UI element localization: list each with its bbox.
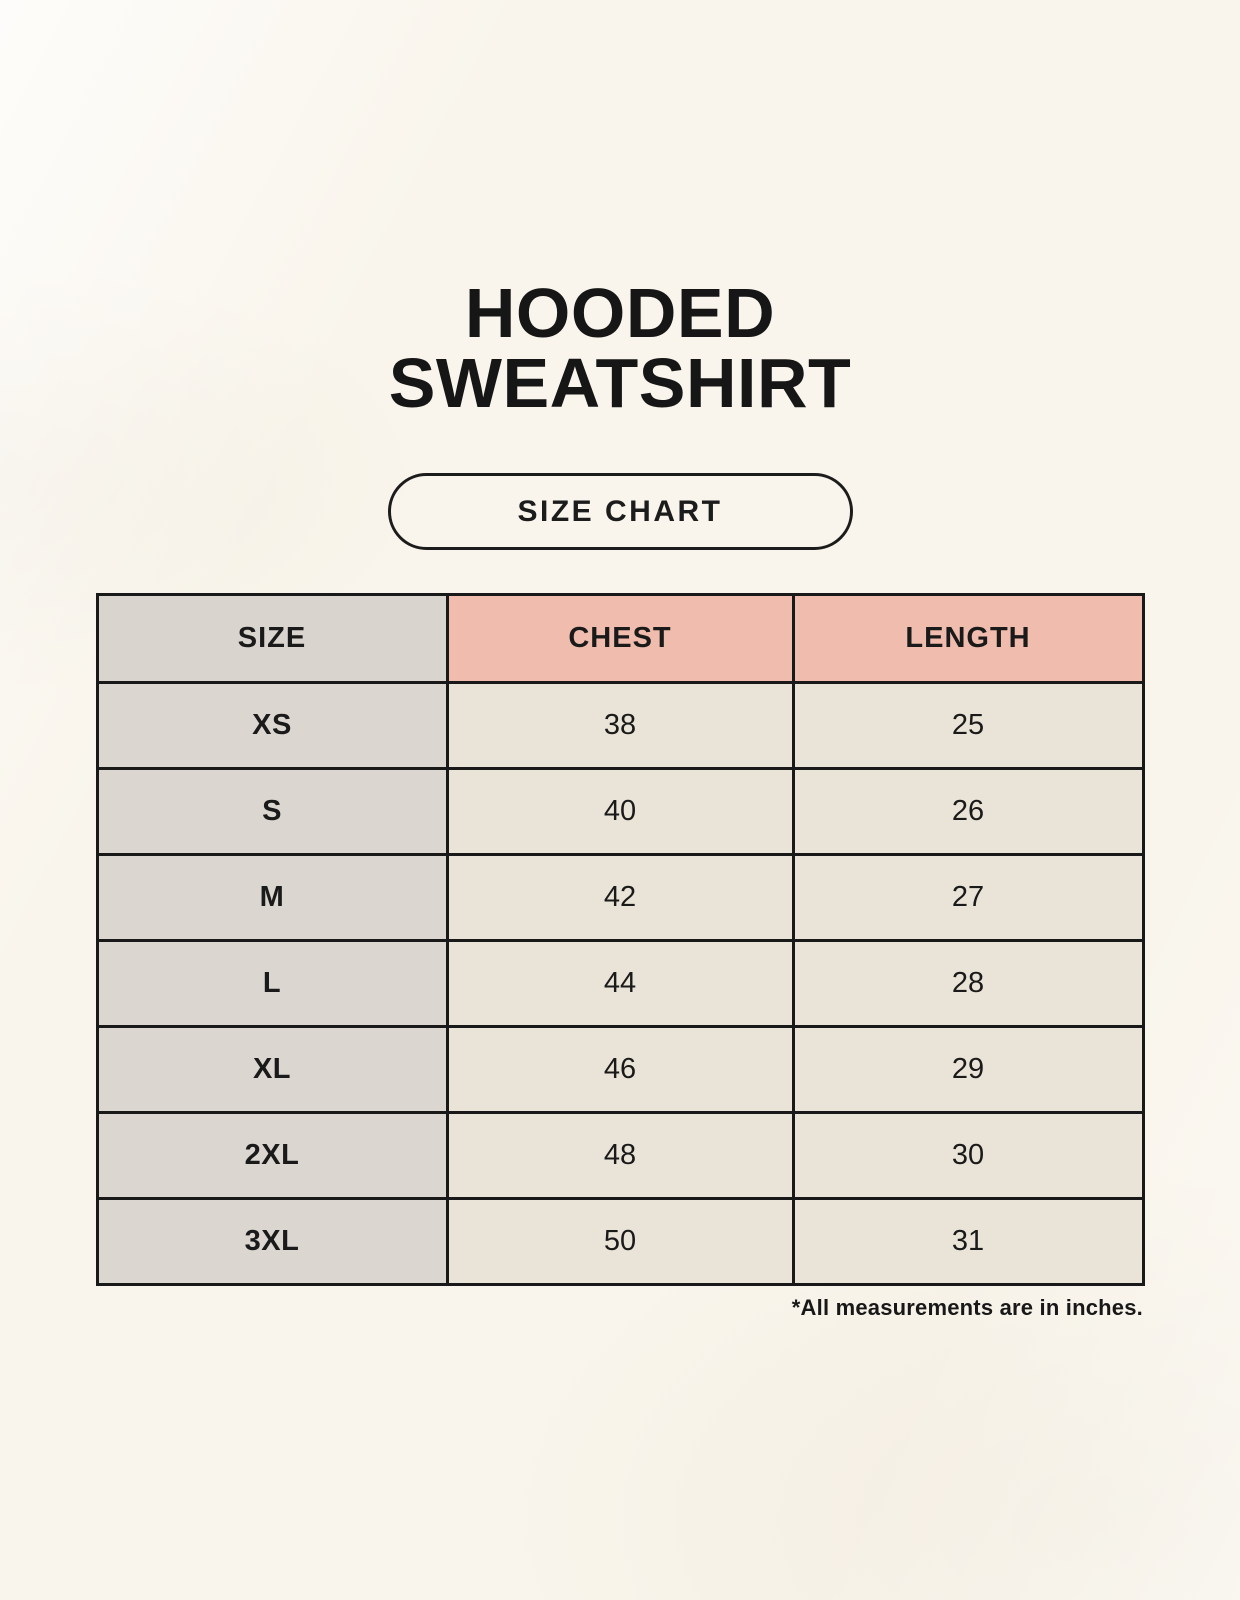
chest-value: 50 bbox=[445, 1197, 795, 1286]
size-label: L bbox=[95, 939, 449, 1028]
chest-value: 38 bbox=[445, 681, 795, 770]
table-row-xl: XL 46 29 bbox=[95, 1025, 1145, 1114]
size-label: 3XL bbox=[95, 1197, 449, 1286]
size-chart-button-label: SIZE CHART bbox=[517, 494, 723, 528]
table-row-2xl: 2XL 48 30 bbox=[95, 1111, 1145, 1200]
length-value: 30 bbox=[791, 1111, 1145, 1200]
length-value: 27 bbox=[791, 853, 1145, 942]
chest-value: 44 bbox=[445, 939, 795, 1028]
size-chart-page: HOODED SWEATSHIRT SIZE CHART SIZE CHEST … bbox=[0, 278, 1240, 1321]
length-value: 29 bbox=[791, 1025, 1145, 1114]
table-row-xs: XS 38 25 bbox=[95, 681, 1145, 770]
size-label: M bbox=[95, 853, 449, 942]
column-header-length: LENGTH bbox=[791, 593, 1145, 684]
page-title-line-1: HOODED bbox=[464, 274, 776, 352]
column-header-size: SIZE bbox=[95, 593, 449, 684]
length-value: 26 bbox=[791, 767, 1145, 856]
size-label: 2XL bbox=[95, 1111, 449, 1200]
size-label: XS bbox=[95, 681, 449, 770]
table-row-s: S 40 26 bbox=[95, 767, 1145, 856]
column-header-chest: CHEST bbox=[445, 593, 795, 684]
size-table-header-row: SIZE CHEST LENGTH bbox=[95, 593, 1145, 684]
measurements-footnote: *All measurements are in inches. bbox=[791, 1295, 1143, 1320]
size-table: SIZE CHEST LENGTH XS 38 25 S 40 26 M 42 … bbox=[95, 593, 1145, 1286]
chest-value: 40 bbox=[445, 767, 795, 856]
chest-value: 48 bbox=[445, 1111, 795, 1200]
size-label: S bbox=[95, 767, 449, 856]
page-title: HOODED SWEATSHIRT bbox=[0, 278, 1240, 418]
table-row-l: L 44 28 bbox=[95, 939, 1145, 1028]
length-value: 28 bbox=[791, 939, 1145, 1028]
length-value: 31 bbox=[791, 1197, 1145, 1286]
chest-value: 46 bbox=[445, 1025, 795, 1114]
length-value: 25 bbox=[791, 681, 1145, 770]
page-title-line-2: SWEATSHIRT bbox=[388, 344, 852, 422]
chest-value: 42 bbox=[445, 853, 795, 942]
table-row-m: M 42 27 bbox=[95, 853, 1145, 942]
table-row-3xl: 3XL 50 31 bbox=[95, 1197, 1145, 1286]
size-label: XL bbox=[95, 1025, 449, 1114]
size-chart-button[interactable]: SIZE CHART bbox=[387, 473, 853, 550]
